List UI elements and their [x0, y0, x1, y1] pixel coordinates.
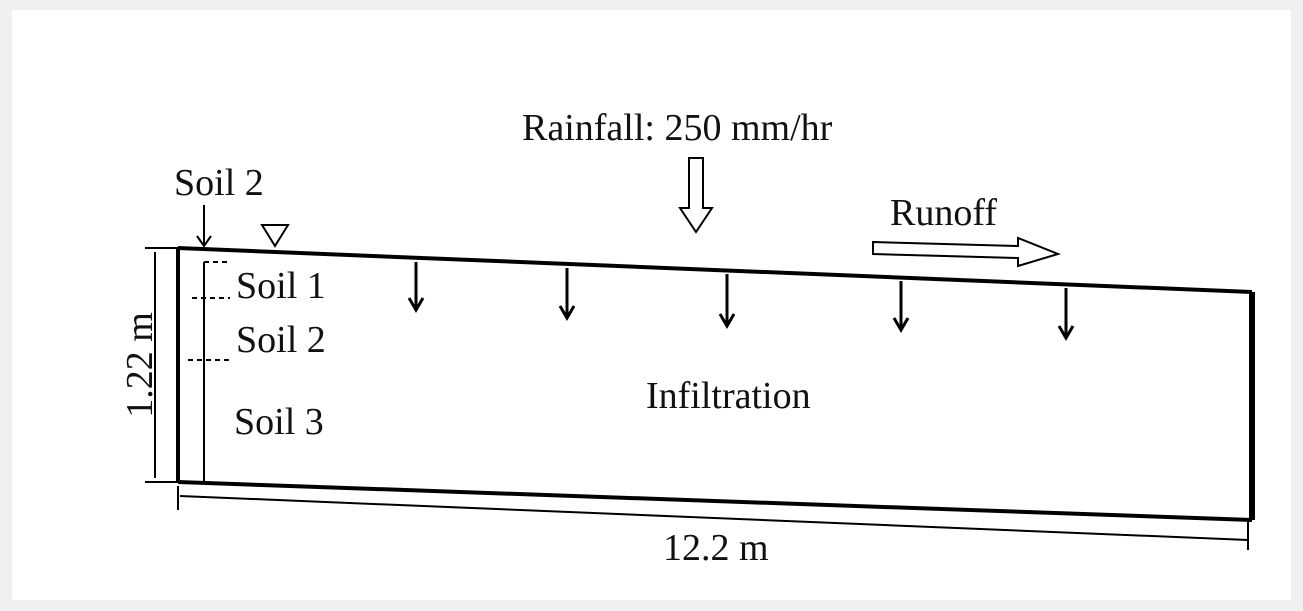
slope-outline — [145, 157, 1255, 550]
layer-label: Soil 2 — [236, 319, 326, 361]
length-label: 12.2 m — [663, 527, 769, 569]
height-label: 1.22 m — [119, 312, 161, 418]
runoff-label: Runoff — [890, 192, 997, 234]
rainfall-label: Rainfall: 250 mm/hr — [522, 107, 833, 149]
canvas — [12, 10, 1291, 600]
layer-label: Soil 3 — [234, 401, 324, 443]
top-soil-label: Soil 2 — [174, 162, 264, 204]
layer-label: Soil 1 — [236, 265, 326, 307]
infiltration-label: Infiltration — [646, 375, 811, 417]
